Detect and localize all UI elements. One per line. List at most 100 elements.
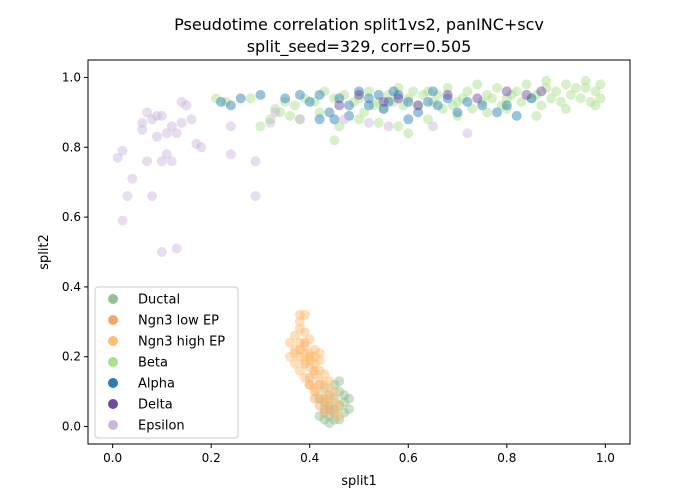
point-beta-63 — [294, 114, 305, 125]
point-beta-37 — [477, 96, 488, 107]
point-alpha-13 — [373, 89, 384, 100]
point-epsilon-21 — [250, 191, 261, 202]
point-ngn3-high-ep-41 — [334, 411, 345, 422]
point-beta-34 — [506, 89, 517, 100]
x-tick-label-1: 0.2 — [202, 451, 221, 465]
point-ngn3-high-ep-21 — [309, 383, 320, 394]
point-ngn3-high-ep-5 — [309, 369, 320, 380]
point-beta-74 — [531, 110, 542, 121]
point-beta-57 — [280, 96, 291, 107]
point-alpha-21 — [432, 100, 443, 111]
point-alpha-1 — [225, 100, 236, 111]
point-beta-47 — [378, 103, 389, 114]
point-beta-12 — [472, 79, 483, 90]
point-beta-26 — [585, 96, 596, 107]
point-beta-80 — [329, 135, 340, 146]
point-beta-23 — [580, 75, 591, 86]
y-tick-label-0: 0.0 — [62, 420, 81, 434]
point-epsilon-10 — [161, 128, 172, 139]
point-epsilon-33 — [363, 117, 374, 128]
point-beta-71 — [452, 110, 463, 121]
point-epsilon-22 — [156, 247, 167, 257]
point-beta-24 — [590, 86, 601, 97]
point-ngn3-high-ep-40 — [329, 407, 340, 418]
legend-label-5: Delta — [138, 398, 173, 413]
point-alpha-19 — [423, 96, 433, 107]
point-beta-64 — [314, 107, 325, 118]
point-epsilon-18 — [225, 121, 236, 132]
point-epsilon-31 — [294, 114, 305, 125]
point-ngn3-high-ep-27 — [309, 344, 320, 355]
point-alpha-15 — [383, 96, 394, 107]
point-ductal-17 — [329, 404, 340, 415]
point-ductal-14 — [334, 414, 345, 425]
point-ngn3-high-ep-38 — [314, 348, 325, 359]
point-ngn3-high-ep-26 — [304, 334, 315, 345]
point-delta-4 — [413, 100, 424, 111]
point-ductal-10 — [314, 411, 325, 422]
point-epsilon-0 — [112, 152, 123, 163]
point-epsilon-4 — [117, 215, 128, 226]
point-alpha-7 — [324, 107, 335, 118]
point-ngn3-high-ep-17 — [289, 358, 300, 369]
point-ductal-12 — [329, 379, 340, 390]
point-epsilon-2 — [122, 191, 133, 202]
y-axis-ticks: 0.0 0.2 0.4 0.6 0.8 1.0 — [62, 70, 88, 434]
point-epsilon-36 — [462, 128, 473, 139]
point-beta-28 — [565, 89, 576, 100]
point-alpha-23 — [452, 107, 463, 118]
legend-box — [94, 286, 239, 439]
point-beta-25 — [595, 79, 606, 90]
point-ductal-20 — [324, 418, 335, 429]
point-epsilon-28 — [166, 121, 177, 132]
point-beta-0 — [354, 93, 364, 104]
point-ngn3-high-ep-33 — [289, 348, 300, 359]
point-beta-9 — [442, 82, 453, 93]
point-ngn3-high-ep-3 — [299, 355, 310, 366]
point-ductal-8 — [319, 397, 330, 408]
point-ductal-5 — [324, 390, 335, 401]
point-ductal-2 — [329, 393, 340, 404]
point-ductal-7 — [334, 386, 345, 397]
y-tick-label-3: 0.6 — [62, 210, 81, 224]
point-ngn3-high-ep-43 — [294, 309, 305, 320]
point-beta-4 — [393, 82, 404, 93]
point-beta-58 — [275, 107, 286, 118]
point-alpha-29 — [526, 93, 537, 104]
point-epsilon-23 — [171, 243, 182, 254]
point-epsilon-25 — [147, 191, 158, 202]
legend-label-6: Epsilon — [138, 419, 185, 434]
point-epsilon-13 — [176, 96, 187, 107]
point-alpha-31 — [314, 114, 325, 125]
point-beta-20 — [551, 86, 562, 97]
point-alpha-26 — [492, 107, 502, 118]
point-ngn3-high-ep-37 — [309, 351, 320, 362]
point-beta-78 — [211, 93, 222, 104]
point-beta-39 — [457, 93, 468, 104]
point-beta-76 — [590, 100, 601, 111]
point-beta-29 — [556, 96, 566, 107]
point-alpha-18 — [413, 107, 424, 118]
point-beta-61 — [270, 103, 281, 114]
point-ngn3-high-ep-39 — [324, 393, 335, 404]
point-beta-48 — [368, 100, 379, 111]
point-epsilon-39 — [176, 117, 187, 128]
legend: Ductal Ngn3 low EP Ngn3 high EP Beta Alpha De… — [94, 286, 239, 439]
point-beta-83 — [580, 82, 591, 93]
legend-label-3: Beta — [138, 356, 168, 371]
point-delta-1 — [354, 89, 364, 100]
point-ductal-3 — [334, 400, 345, 411]
point-delta-7 — [501, 86, 512, 97]
point-beta-46 — [388, 96, 399, 107]
chart-subtitle: split_seed=329, corr=0.505 — [247, 37, 472, 57]
point-beta-14 — [492, 82, 502, 93]
point-beta-73 — [501, 103, 512, 114]
point-beta-77 — [595, 93, 606, 104]
point-ngn3-low-ep-0 — [294, 344, 305, 355]
point-epsilon-9 — [156, 110, 167, 121]
point-beta-5 — [403, 93, 414, 104]
point-ngn3-low-ep-10 — [319, 393, 330, 404]
y-tick-label-5: 1.0 — [62, 70, 81, 84]
point-beta-70 — [423, 114, 433, 125]
